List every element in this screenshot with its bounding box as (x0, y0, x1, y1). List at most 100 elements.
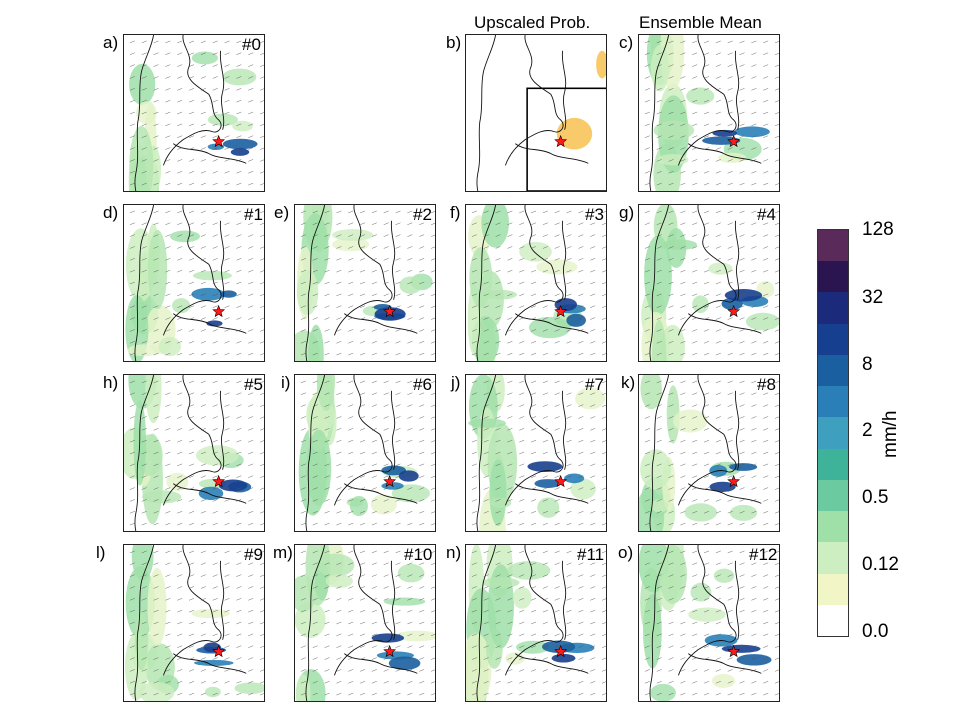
wind-barb (336, 318, 341, 320)
wind-barb (419, 681, 424, 683)
wind-barb (519, 329, 524, 331)
wind-barb (213, 159, 218, 161)
wind-barb (692, 235, 697, 237)
wind-barb (225, 416, 230, 418)
wind-barb (680, 523, 685, 525)
wind-barb (384, 428, 389, 430)
wind-barb (543, 440, 548, 442)
precip-area (686, 88, 714, 105)
wind-barb (645, 183, 650, 185)
precip-area (659, 545, 687, 604)
wind-barb (704, 464, 709, 466)
wind-barb (590, 353, 595, 355)
wind-barb (716, 124, 721, 126)
wind-barb (578, 523, 583, 525)
wind-barb (384, 646, 389, 648)
wind-barb (248, 353, 253, 355)
wind-barb (165, 148, 170, 150)
wind-barb (260, 476, 264, 478)
wind-barb (213, 171, 218, 173)
wind-barb (692, 405, 697, 407)
wind-barb (236, 622, 241, 624)
wind-barb (763, 306, 768, 308)
wind-barb (763, 452, 768, 454)
wind-barb (130, 211, 135, 213)
wind-barb (248, 136, 253, 138)
wind-barb (177, 148, 182, 150)
wind-barb (130, 124, 135, 126)
wind-barb (301, 428, 306, 430)
wind-barb (336, 282, 341, 284)
wind-barb (313, 381, 318, 383)
wind-barb (567, 405, 572, 407)
wind-barb (680, 476, 685, 478)
wind-barb (236, 610, 241, 612)
wind-barb (657, 428, 662, 430)
colorbar-segment (818, 292, 848, 324)
wind-barb (201, 100, 206, 102)
wind-barb (751, 381, 756, 383)
wind-barb (680, 405, 685, 407)
precip-area (350, 496, 368, 516)
wind-barb (590, 634, 595, 636)
wind-barb (692, 693, 697, 695)
precip-area (196, 445, 239, 465)
wind-barb (384, 405, 389, 407)
wind-barb (248, 622, 253, 624)
wind-barb (578, 270, 583, 272)
wind-barb (260, 416, 264, 418)
wind-barb (543, 341, 548, 343)
wind-barb (336, 353, 341, 355)
heavy-precip-band (737, 654, 772, 665)
wind-barb (740, 381, 745, 383)
colorbar-segment (818, 323, 848, 355)
wind-barb (728, 393, 733, 395)
wind-barb (201, 223, 206, 225)
wind-barb (763, 65, 768, 67)
wind-barb (396, 223, 401, 225)
wind-barb (236, 586, 241, 588)
precip-area (714, 569, 735, 583)
wind-barb (236, 341, 241, 343)
wind-barb (301, 405, 306, 407)
wind-barb (260, 440, 264, 442)
wind-barb (248, 523, 253, 525)
wind-barb (236, 551, 241, 553)
wind-barb (372, 282, 377, 284)
wind-barb (567, 223, 572, 225)
map-canvas (639, 545, 779, 701)
wind-barb (645, 428, 650, 430)
map-canvas (124, 545, 264, 701)
wind-barb (360, 353, 365, 355)
wind-barb (225, 440, 230, 442)
wind-barb (248, 171, 253, 173)
wind-barb (213, 353, 218, 355)
wind-barb (590, 693, 595, 695)
wind-barb (680, 464, 685, 466)
member-label-6: #6 (413, 376, 432, 393)
wind-barb (260, 464, 264, 466)
wind-barb (602, 634, 606, 636)
wind-barb (775, 100, 779, 102)
wind-barb (260, 76, 264, 78)
wind-barb (763, 488, 768, 490)
wind-barb (201, 393, 206, 395)
wind-barb (519, 634, 524, 636)
wind-barb (740, 183, 745, 185)
panel-c (638, 34, 780, 192)
wind-barb (692, 476, 697, 478)
wind-barb (692, 171, 697, 173)
wind-barb (567, 235, 572, 237)
precip-area (469, 247, 492, 307)
wind-barb (260, 499, 264, 501)
wind-barb (531, 223, 536, 225)
precip-area (708, 262, 732, 274)
wind-barb (567, 693, 572, 695)
wind-barb (590, 440, 595, 442)
wind-barb (692, 658, 697, 660)
wind-barb (165, 41, 170, 43)
wind-barb (225, 586, 230, 588)
wind-barb (431, 246, 435, 248)
wind-barb (336, 294, 341, 296)
wind-barb (669, 622, 674, 624)
